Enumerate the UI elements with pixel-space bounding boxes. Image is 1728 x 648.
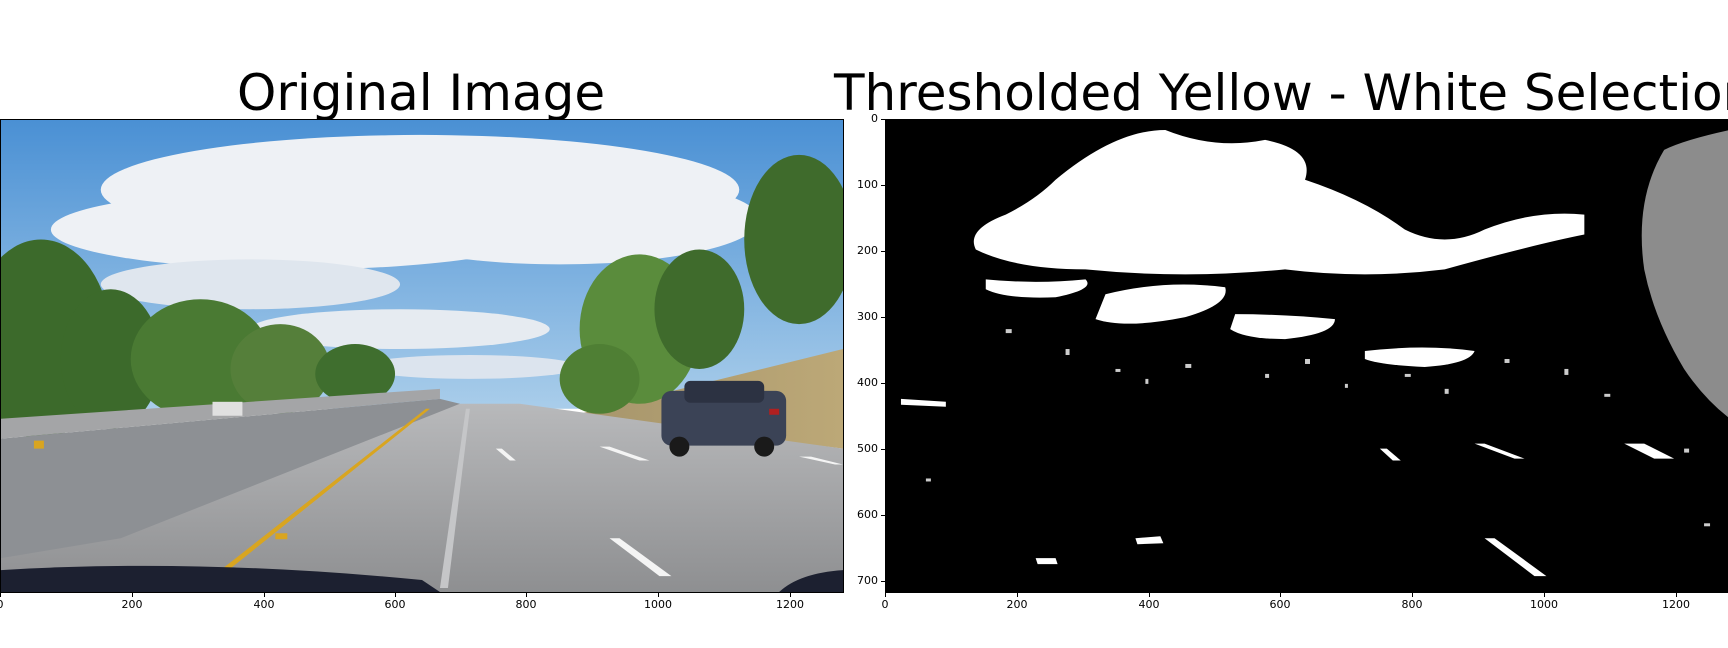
right-y-tick: 200	[857, 244, 878, 257]
thresholded-image	[885, 119, 1728, 593]
mask-white-regions	[900, 129, 1728, 577]
left-x-tick: 800	[515, 598, 537, 611]
right-y-tick: 300	[857, 310, 878, 323]
right-x-tick: 200	[1006, 598, 1028, 611]
right-x-tick: 800	[1401, 598, 1423, 611]
left-x-tick: 400	[253, 598, 275, 611]
yellow-lane-line	[210, 408, 430, 579]
right-y-tick: 0	[871, 112, 878, 125]
suv-car	[661, 380, 787, 457]
right-trees	[559, 154, 843, 414]
concrete-barrier	[1, 398, 460, 559]
left-trees	[1, 239, 396, 439]
right-x-tick: 600	[1269, 598, 1291, 611]
right-x-tick: 400	[1138, 598, 1160, 611]
road-photo	[1, 120, 843, 592]
original-image	[0, 119, 844, 593]
distant-truck	[212, 401, 243, 416]
right-y-tick: 400	[857, 376, 878, 389]
left-x-tick: 600	[384, 598, 406, 611]
left-x-tick: 0	[0, 598, 4, 611]
left-panel-title: Original Image	[237, 64, 606, 122]
right-y-tick: 600	[857, 508, 878, 521]
right-x-tick: 1000	[1530, 598, 1558, 611]
left-x-tick: 200	[121, 598, 143, 611]
right-x-tick: 1200	[1662, 598, 1690, 611]
left-x-tick: 1000	[644, 598, 672, 611]
right-panel-title: Thresholded Yellow - White Selection	[834, 64, 1728, 122]
right-y-tick: 100	[857, 178, 878, 191]
clouds	[50, 134, 760, 379]
mask-noise	[925, 329, 1711, 527]
right-y-tick: 700	[857, 574, 878, 587]
binary-mask	[886, 120, 1728, 592]
right-x-tick: 0	[881, 598, 889, 611]
left-x-tick: 1200	[776, 598, 804, 611]
car-hood	[1, 565, 440, 592]
right-y-tick: 500	[857, 442, 878, 455]
white-lane-dashes	[495, 446, 843, 577]
